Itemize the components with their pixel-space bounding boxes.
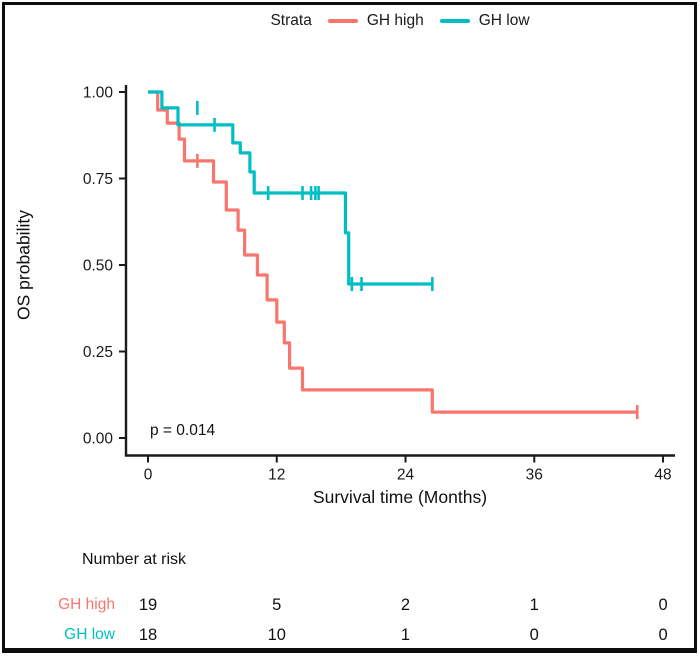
legend-item-gh-high: GH high	[327, 12, 424, 30]
axis-lines	[124, 85, 675, 457]
p-value-annotation: p = 0.014	[150, 422, 216, 439]
y-axis-title: OS probability	[13, 210, 34, 320]
risk-count: 2	[400, 596, 411, 614]
y-tick-label: 0.50	[83, 258, 114, 275]
risk-table-row-gh-high: GH high 19 5 2 1 0	[0, 595, 700, 615]
risk-count: 18	[138, 626, 158, 644]
x-tick-label: 0	[144, 467, 153, 484]
legend-item-gh-low: GH low	[439, 12, 530, 30]
risk-count: 0	[529, 626, 539, 644]
legend-key-line-gh-high	[327, 19, 358, 23]
risk-count: 19	[138, 596, 158, 614]
legend: Strata GH high GH low	[126, 8, 674, 34]
x-tick-label: 48	[654, 467, 671, 484]
km-curve-gh-low	[148, 90, 433, 286]
risk-count: 1	[400, 626, 411, 644]
y-tick-label: 0.75	[83, 171, 113, 188]
risk-count: 0	[658, 596, 668, 614]
risk-table-row-gh-low: GH low 18 10 1 0 0	[0, 625, 700, 645]
x-axis-title: Survival time (Months)	[312, 487, 488, 507]
x-tick-label: 36	[526, 467, 543, 484]
legend-item-label: GH low	[478, 12, 530, 29]
legend-item-label: GH high	[366, 12, 424, 29]
y-tick-label: 0.00	[83, 431, 114, 448]
risk-count: 0	[658, 626, 668, 644]
risk-row-label: GH low	[64, 626, 115, 643]
risk-count: 5	[272, 596, 282, 614]
x-tick-label: 12	[268, 467, 285, 484]
km-curve-gh-high	[148, 90, 638, 414]
legend-key-line-gh-low	[439, 19, 470, 23]
risk-row-label: GH high	[58, 596, 115, 613]
risk-count: 1	[529, 596, 539, 614]
y-tick-label: 1.00	[83, 85, 114, 102]
risk-table-title: Number at risk	[82, 551, 187, 568]
risk-count: 10	[267, 626, 286, 644]
y-tick-label: 0.25	[83, 344, 113, 361]
x-tick-label: 24	[397, 467, 415, 484]
legend-title: Strata	[270, 12, 312, 29]
